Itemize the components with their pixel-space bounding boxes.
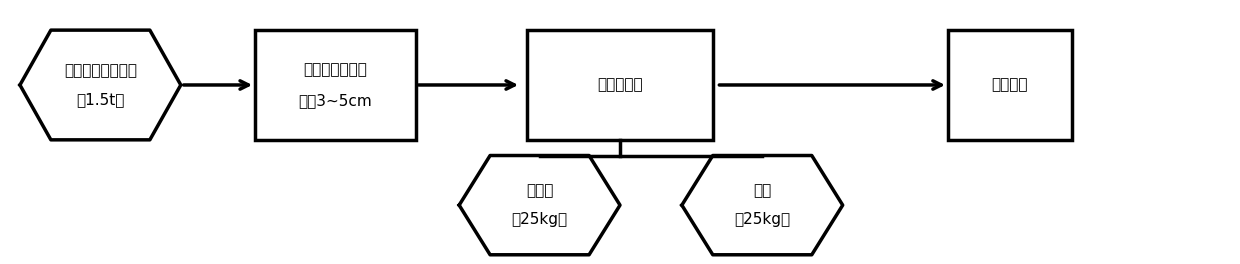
FancyBboxPatch shape bbox=[947, 30, 1071, 140]
Text: 有机肥: 有机肥 bbox=[526, 183, 553, 198]
FancyBboxPatch shape bbox=[527, 30, 713, 140]
Text: 晾晒成半干: 晾晒成半干 bbox=[598, 77, 642, 92]
Text: 地表有机植物残体: 地表有机植物残体 bbox=[64, 63, 136, 78]
Text: 约为3~5cm: 约为3~5cm bbox=[299, 93, 372, 108]
Text: （25kg）: （25kg） bbox=[512, 212, 568, 227]
FancyBboxPatch shape bbox=[255, 30, 415, 140]
Text: 混匀堆置: 混匀堆置 bbox=[992, 77, 1028, 92]
Text: （1.5t）: （1.5t） bbox=[76, 92, 124, 107]
Text: （25kg）: （25kg） bbox=[734, 212, 790, 227]
Text: 人工粉碎成粒径: 人工粉碎成粒径 bbox=[304, 62, 367, 77]
Text: 猪粪: 猪粪 bbox=[753, 183, 771, 198]
